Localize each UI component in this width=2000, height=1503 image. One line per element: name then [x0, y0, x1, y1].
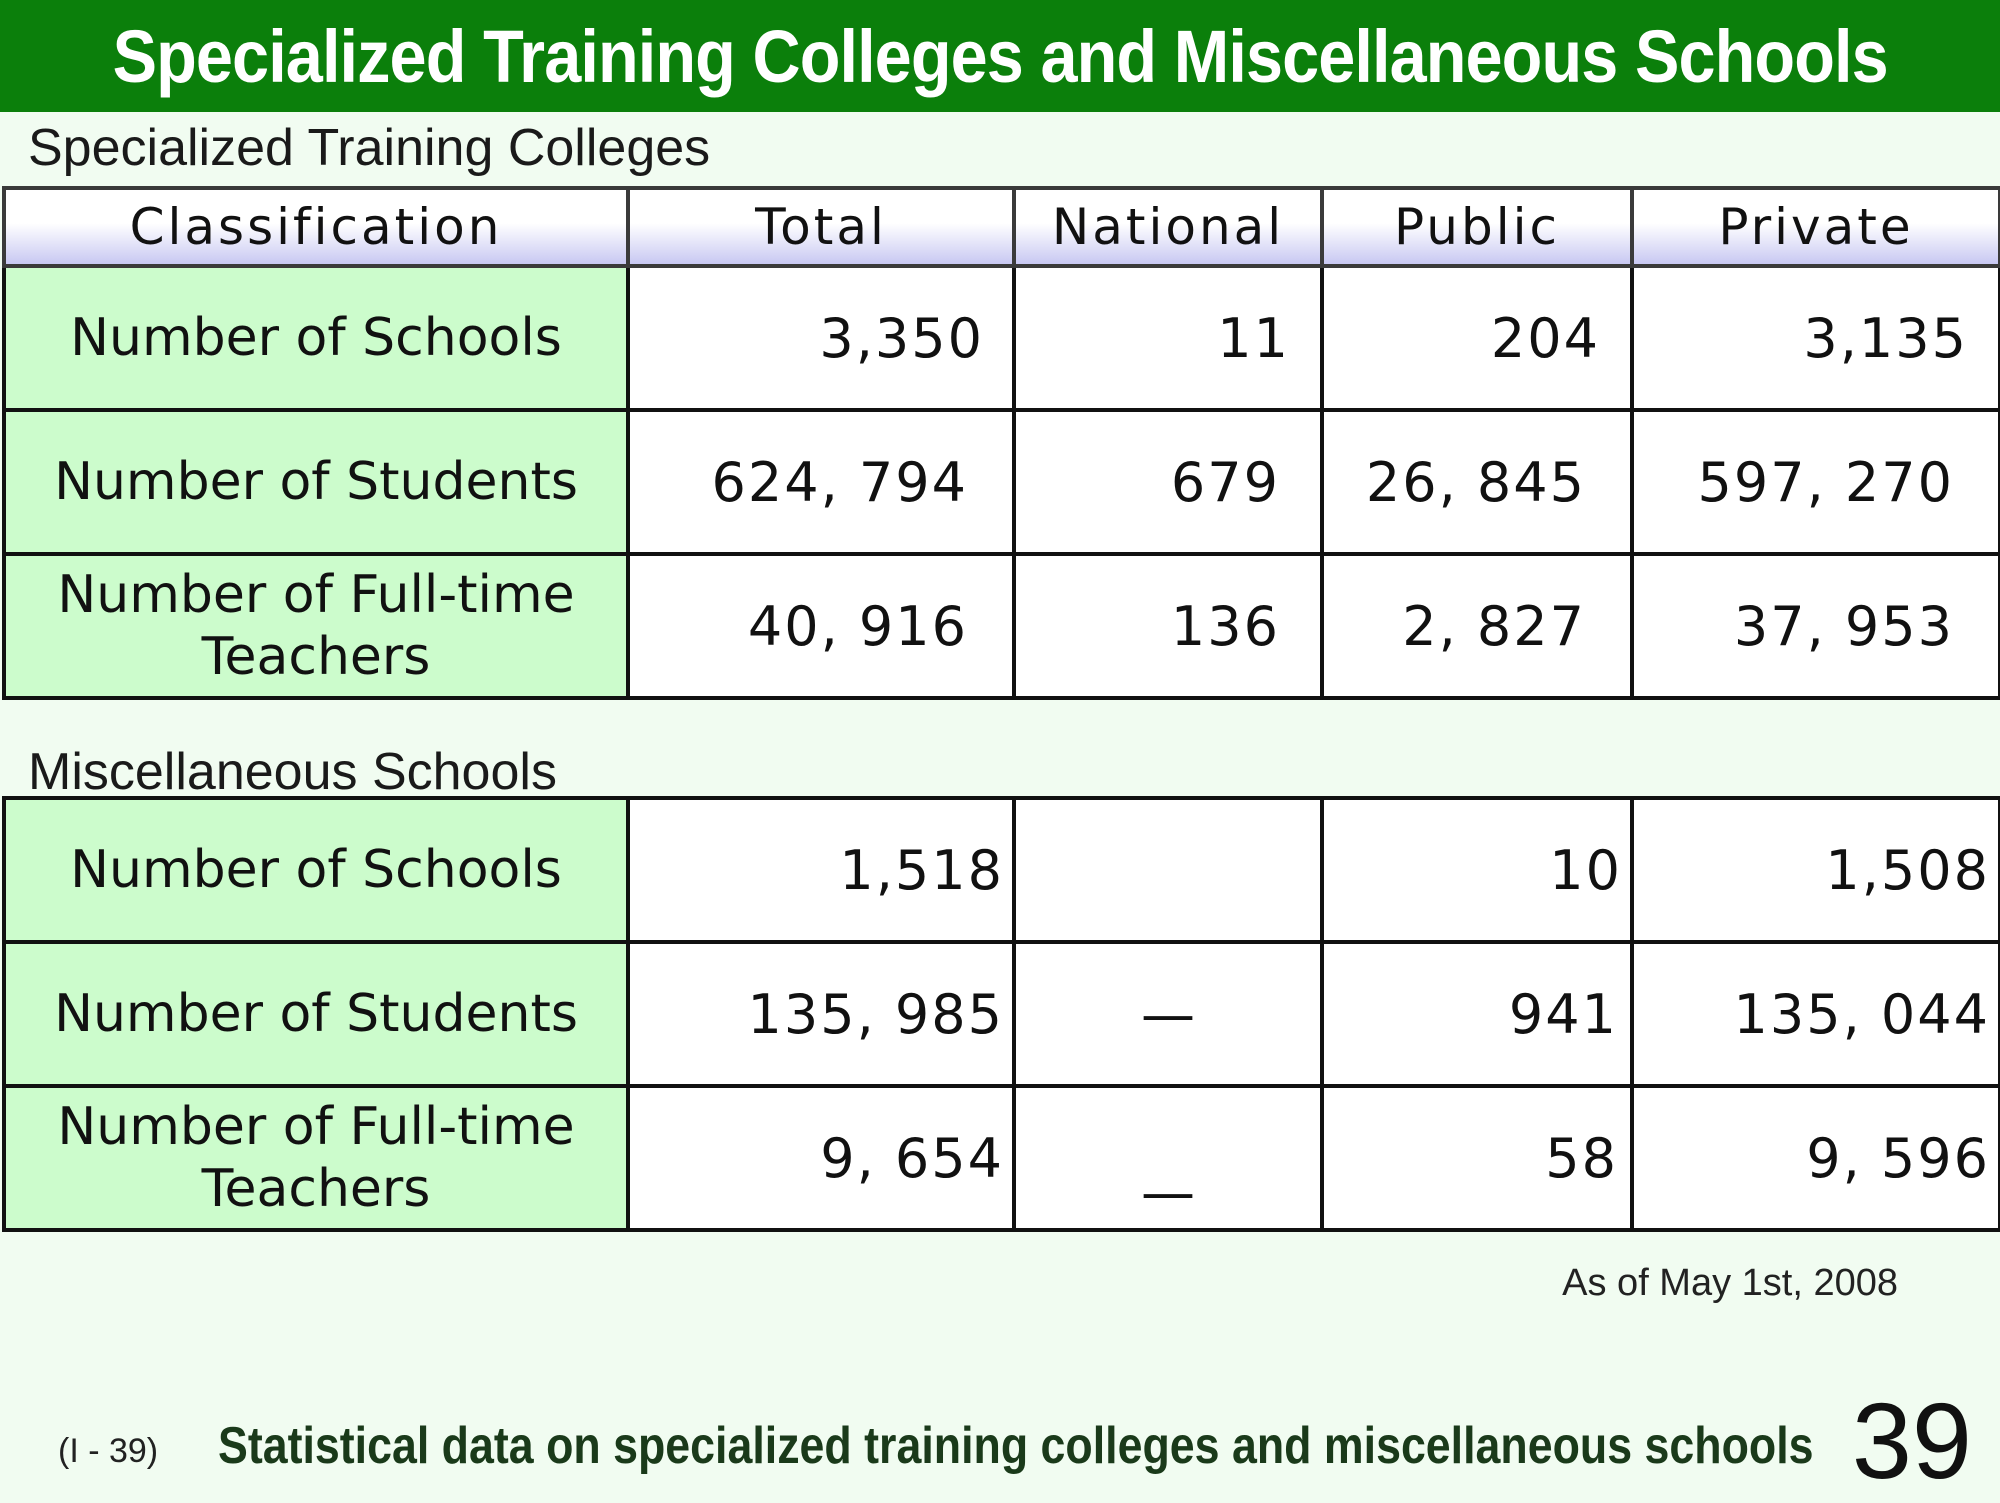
cell-public: 204 [1320, 264, 1634, 412]
row-label: Number of Schools [2, 796, 630, 944]
cell-public: 2, 827 [1320, 552, 1634, 700]
table-row: Number of Students 135, 985 — 941 135, 0… [2, 940, 2000, 1088]
table-row: Number of Full-time Teachers 40, 916 136… [2, 552, 2000, 700]
table-row: Number of Students 624, 794 679 26, 845 … [2, 408, 2000, 556]
footer-caption: Statistical data on specialized training… [218, 1417, 1814, 1475]
cell-public: 10 [1320, 796, 1634, 944]
header-private: Private [1630, 186, 2000, 268]
row-label: Number of Schools [2, 264, 630, 412]
page-number: 39 [1851, 1380, 1972, 1501]
row-label: Number of Full-time Teachers [2, 552, 630, 700]
table-row: Number of Full-time Teachers 9, 654 — 58… [2, 1084, 2000, 1232]
cell-private: 3,135 [1630, 264, 2000, 412]
section-label-miscellaneous-schools: Miscellaneous Schools [28, 743, 557, 801]
miscellaneous-schools-table: Number of Schools 1,518 10 1,508 Number … [2, 796, 2000, 1232]
cell-total: 1,518 [626, 796, 1016, 944]
row-label: Number of Students [2, 940, 630, 1088]
cell-national [1012, 796, 1324, 944]
cell-national: — [1012, 940, 1324, 1088]
cell-total: 9, 654 [626, 1084, 1016, 1232]
cell-private: 37, 953 [1630, 552, 2000, 700]
title-bar: Specialized Training Colleges and Miscel… [0, 0, 2000, 112]
cell-national: 679 [1012, 408, 1324, 556]
table-row: Number of Schools 3,350 11 204 3,135 [2, 264, 2000, 412]
section-label-training-colleges: Specialized Training Colleges [28, 119, 711, 177]
table-header-row: Classification Total National Public Pri… [2, 186, 2000, 268]
slide-code: (I - 39) [58, 1432, 159, 1470]
training-colleges-table: Classification Total National Public Pri… [2, 186, 2000, 700]
cell-total: 624, 794 [626, 408, 1016, 556]
cell-private: 9, 596 [1630, 1084, 2000, 1232]
cell-total: 135, 985 [626, 940, 1016, 1088]
page-title: Specialized Training Colleges and Miscel… [112, 14, 1888, 98]
cell-private: 597, 270 [1630, 408, 2000, 556]
cell-public: 58 [1320, 1084, 1634, 1232]
as-of-date-note: As of May 1st, 2008 [1562, 1262, 1898, 1304]
cell-public: 26, 845 [1320, 408, 1634, 556]
cell-total: 40, 916 [626, 552, 1016, 700]
header-total: Total [626, 186, 1016, 268]
cell-national: 136 [1012, 552, 1324, 700]
cell-total: 3,350 [626, 264, 1016, 412]
row-label: Number of Full-time Teachers [2, 1084, 630, 1232]
cell-national: 11 [1012, 264, 1324, 412]
header-national: National [1012, 186, 1324, 268]
table-row: Number of Schools 1,518 10 1,508 [2, 796, 2000, 944]
cell-public: 941 [1320, 940, 1634, 1088]
row-label: Number of Students [2, 408, 630, 556]
header-public: Public [1320, 186, 1634, 268]
header-classification: Classification [2, 186, 630, 268]
cell-national: — [1012, 1084, 1324, 1232]
cell-private: 1,508 [1630, 796, 2000, 944]
cell-private: 135, 044 [1630, 940, 2000, 1088]
